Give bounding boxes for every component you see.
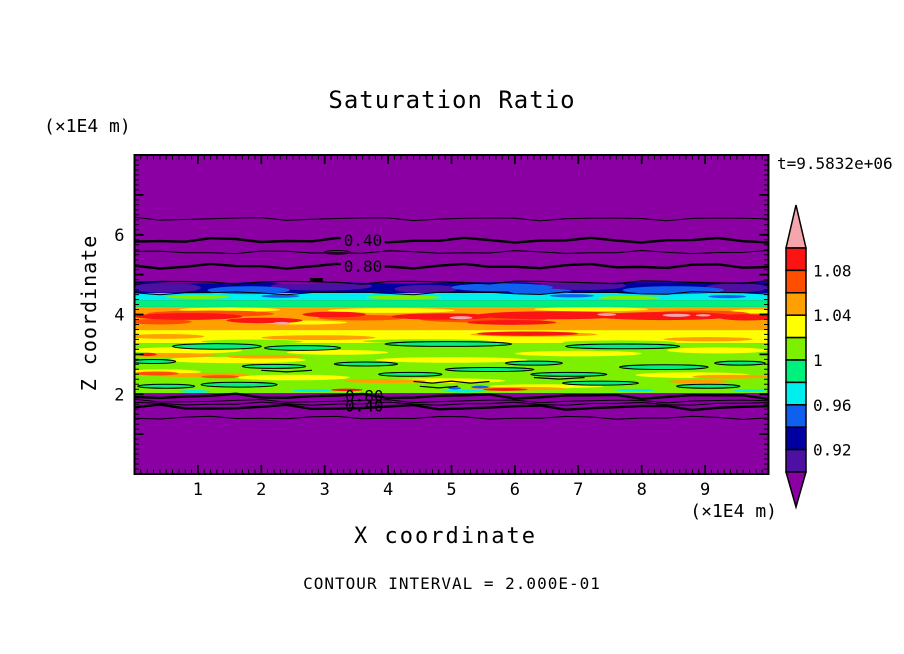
contour-line-labels: 0.400.800.800.40 — [340, 230, 385, 416]
svg-text:0.40: 0.40 — [345, 397, 384, 416]
axis-ticks — [134, 155, 769, 474]
colorbar: 1.08 1.04 1 0.96 0.92 — [785, 204, 852, 510]
svg-text:0.92: 0.92 — [813, 441, 852, 460]
svg-text:6: 6 — [510, 480, 520, 500]
svg-text:0.96: 0.96 — [813, 396, 852, 415]
svg-text:3: 3 — [320, 480, 330, 500]
plot-frame — [133, 154, 770, 475]
svg-text:0.80: 0.80 — [344, 257, 383, 276]
svg-text:5: 5 — [446, 480, 456, 500]
svg-text:1.08: 1.08 — [813, 261, 852, 280]
z-axis-unit-label: (×1E4 m) — [44, 116, 131, 137]
svg-text:4: 4 — [383, 480, 393, 500]
svg-text:6: 6 — [114, 226, 124, 246]
time-annotation: t=9.5832e+06 — [777, 154, 893, 173]
svg-text:7: 7 — [573, 480, 583, 500]
x-axis-unit-label: (×1E4 m) — [690, 501, 777, 522]
contour-interval-note: CONTOUR INTERVAL = 2.000E-01 — [303, 574, 601, 593]
svg-text:1.04: 1.04 — [813, 306, 852, 325]
svg-text:0.80: 0.80 — [345, 387, 384, 406]
svg-text:2: 2 — [114, 385, 124, 405]
svg-text:0.40: 0.40 — [344, 231, 383, 250]
plot-field — [134, 155, 769, 474]
contour-lines — [134, 216, 769, 420]
tick-labels: 1 2 3 4 5 6 7 8 9 2 4 6 — [114, 226, 710, 500]
x-axis-title: X coordinate — [354, 524, 537, 549]
svg-text:1: 1 — [813, 351, 823, 370]
page-title: Saturation Ratio — [328, 86, 576, 114]
svg-text:9: 9 — [700, 480, 710, 500]
svg-text:4: 4 — [114, 306, 124, 326]
svg-text:2: 2 — [256, 480, 266, 500]
svg-text:1: 1 — [193, 480, 203, 500]
svg-text:8: 8 — [637, 480, 647, 500]
